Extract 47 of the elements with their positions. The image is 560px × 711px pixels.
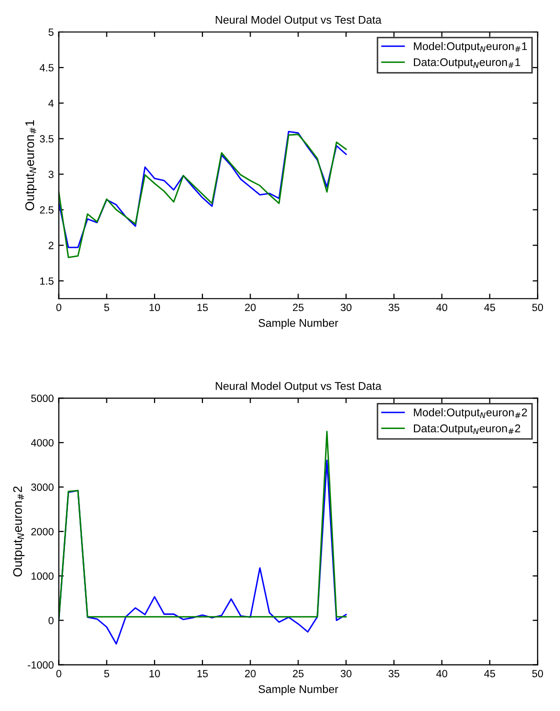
- x-tick-label: 25: [292, 670, 304, 678]
- y-tick-label: 2000: [31, 528, 54, 536]
- x-tick-label: 5: [104, 670, 110, 678]
- y-tick-label: 4000: [31, 439, 54, 446]
- y-tick-label: 0: [48, 616, 54, 624]
- x-tick-label: 15: [197, 304, 208, 312]
- x-axis-title: Sample Number: [258, 318, 338, 330]
- y-tick-label: 1.5: [40, 277, 54, 285]
- y-tick-label: 4: [48, 100, 54, 107]
- y-tick-label: 1000: [32, 572, 54, 580]
- x-tick-label: 50: [532, 670, 543, 678]
- x-tick-label: 15: [197, 670, 208, 678]
- chart-title: Neural Model Output vs Test Data: [216, 382, 382, 392]
- x-tick-label: 35: [388, 670, 400, 678]
- y-tick-label: 2.5: [40, 206, 54, 214]
- legend-label: Data:Output$_{N}$euron$_{#}$1: [414, 58, 520, 68]
- x-tick-label: 25: [292, 304, 304, 312]
- legend-label: Data:Output$_{N}$euron$_{#}$2: [414, 424, 520, 434]
- x-tick-label: 30: [340, 304, 352, 312]
- x-tick-label: 20: [245, 304, 256, 312]
- y-tick-label: 4.5: [40, 64, 54, 72]
- x-tick-label: 35: [388, 304, 400, 312]
- x-axis-title: Sample Number: [258, 684, 338, 696]
- x-tick-label: 10: [150, 670, 160, 678]
- x-tick-label: 10: [150, 304, 160, 312]
- y-tick-label: 3: [48, 170, 54, 178]
- legend-label: Model:Output$_{N}$euron$_{#}$1: [414, 42, 527, 52]
- x-tick-label: 5: [104, 304, 110, 312]
- y-axis-title: Output$_{N}$euron$_{#}$1: [25, 120, 37, 210]
- x-tick-label: 20: [245, 670, 256, 678]
- x-tick-label: 45: [484, 670, 496, 678]
- legend-label: Model:Output$_{N}$euron$_{#}$2: [414, 408, 527, 419]
- x-tick-label: 45: [484, 304, 496, 312]
- x-tick-label: 50: [532, 304, 543, 312]
- x-tick-label: 40: [436, 304, 448, 312]
- y-tick-label: 3000: [31, 484, 54, 491]
- chart-title: Neural Model Output vs Test Data: [216, 16, 382, 26]
- y-tick-label: 2: [48, 242, 54, 250]
- x-tick-label: 40: [436, 670, 448, 678]
- x-tick-label: 30: [340, 670, 352, 678]
- y-tick-label: 3.5: [40, 135, 54, 143]
- y-tick-label: -1000: [28, 661, 54, 669]
- x-tick-label: 0: [56, 304, 62, 312]
- y-axis-title: Output$_{N}$euron$_{#}$2: [13, 486, 24, 577]
- y-tick-label: 5: [48, 28, 54, 36]
- y-tick-label: 5000: [31, 394, 54, 402]
- x-tick-label: 0: [56, 670, 62, 678]
